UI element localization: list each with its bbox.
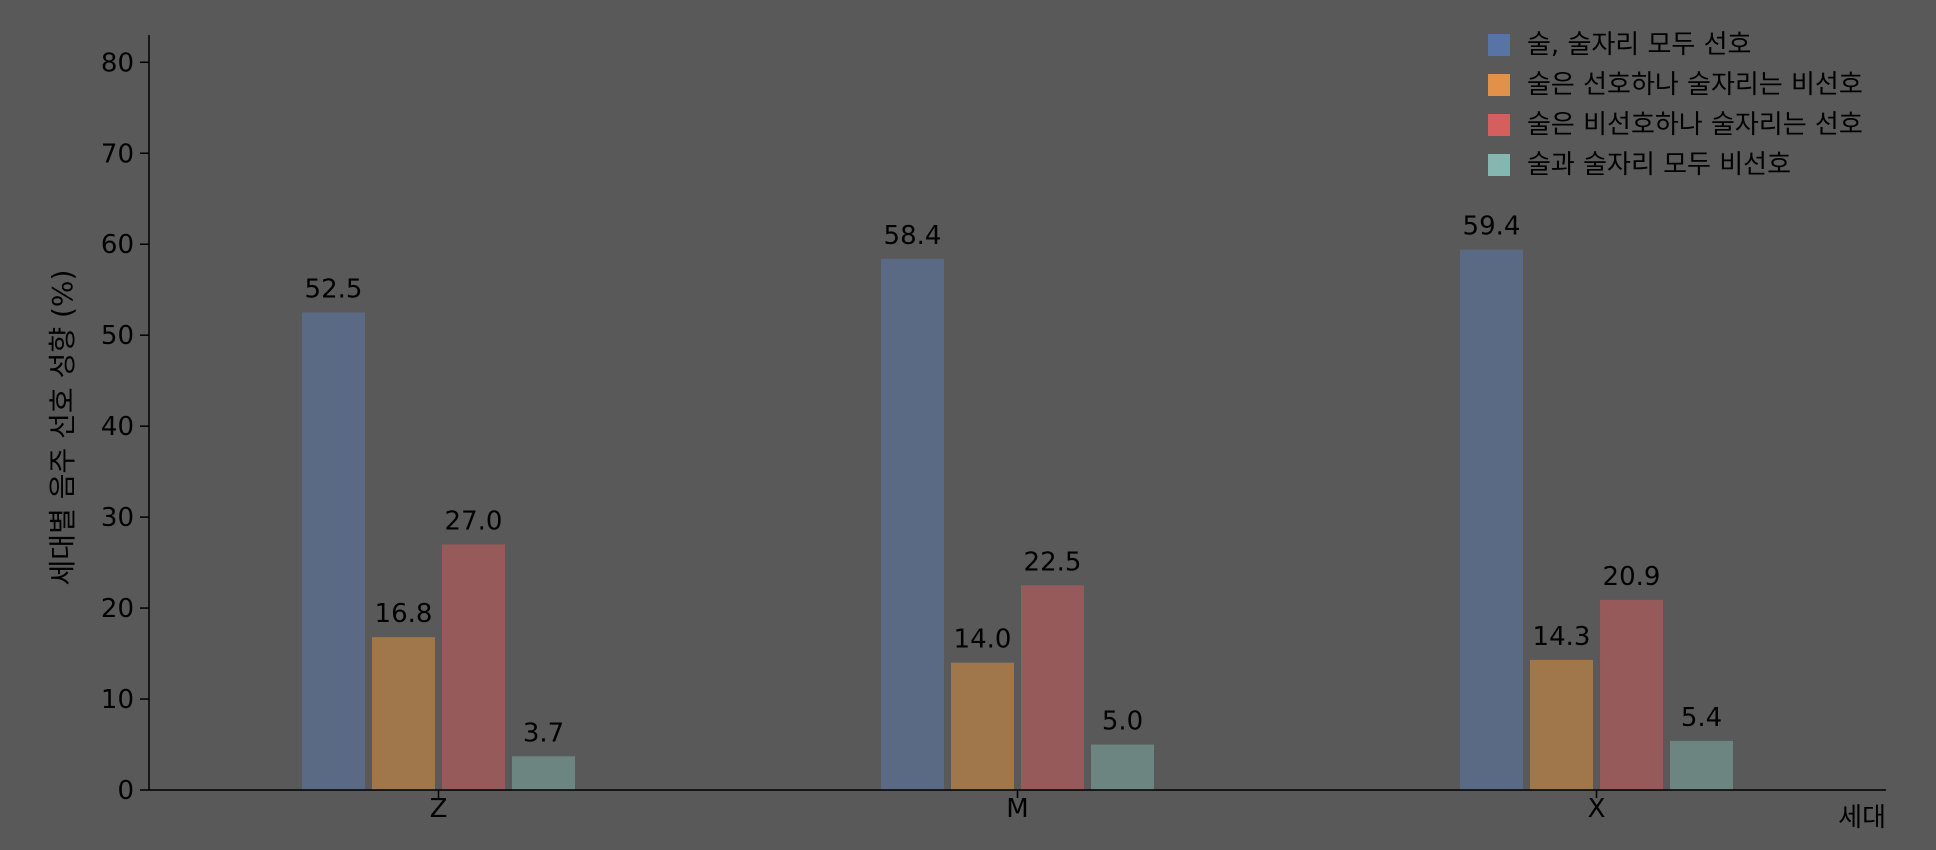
bar-value-label: 59.4 — [1463, 212, 1521, 242]
bar — [1530, 659, 1593, 790]
bar — [1600, 599, 1663, 790]
y-axis-ticks: 0 10 20 30 40 50 60 70 80 — [101, 48, 149, 806]
x-tick-label: X — [1588, 794, 1606, 824]
bar — [302, 312, 365, 790]
x-axis-label: 세대 — [1838, 803, 1886, 833]
bar-value-label: 16.8 — [375, 599, 433, 629]
y-tick-label: 50 — [101, 321, 134, 351]
legend-label: 술은 선호하나 술자리는 비선호 — [1527, 70, 1863, 100]
legend-label: 술과 술자리 모두 비선호 — [1527, 150, 1791, 180]
bar-value-label: 14.3 — [1533, 622, 1591, 652]
bar — [512, 756, 575, 790]
legend-swatch — [1488, 74, 1510, 96]
bar-value-label: 3.7 — [523, 718, 564, 748]
bar-value-label: 22.5 — [1024, 547, 1082, 577]
bar-value-label: 52.5 — [305, 274, 363, 304]
legend-swatch — [1488, 114, 1510, 136]
y-tick-label: 20 — [101, 594, 134, 624]
bar-value-label: 20.9 — [1603, 562, 1661, 592]
bar — [1460, 249, 1523, 791]
y-tick-label: 10 — [101, 685, 134, 715]
bar — [442, 544, 505, 790]
bar — [881, 258, 944, 790]
bar — [1091, 744, 1154, 790]
y-axis-label: 세대별 음주 선호 성향 (%) — [46, 270, 79, 586]
bar-value-label: 5.0 — [1102, 707, 1143, 737]
x-tick-label: Z — [430, 794, 448, 824]
x-tick-label: M — [1006, 794, 1028, 824]
y-tick-label: 0 — [117, 776, 134, 806]
legend-swatch — [1488, 34, 1510, 56]
y-tick-label: 70 — [101, 139, 134, 169]
bar — [372, 637, 435, 790]
bar-value-label: 5.4 — [1681, 703, 1722, 733]
bar-value-label: 27.0 — [445, 506, 503, 536]
bar-value-label: 58.4 — [884, 221, 942, 251]
bars — [302, 249, 1733, 791]
y-tick-label: 80 — [101, 48, 134, 78]
axes: 0 10 20 30 40 50 60 70 80 Z M X 세대별 음주 선호 성향 (%) 세… — [46, 35, 1886, 833]
y-tick-label: 30 — [101, 503, 134, 533]
legend-swatch — [1488, 154, 1510, 176]
y-tick-label: 40 — [101, 412, 134, 442]
bar — [1670, 740, 1733, 790]
bar-value-label: 14.0 — [954, 625, 1012, 655]
legend-label: 술은 비선호하나 술자리는 선호 — [1527, 110, 1863, 140]
legend-label: 술, 술자리 모두 선호 — [1527, 30, 1751, 60]
data-labels: 52.5 16.8 27.0 3.7 58.4 14.0 22.5 5.0 59.4 14.3 20… — [305, 212, 1723, 749]
bar — [1021, 585, 1084, 790]
bar — [951, 662, 1014, 790]
y-tick-label: 60 — [101, 230, 134, 260]
